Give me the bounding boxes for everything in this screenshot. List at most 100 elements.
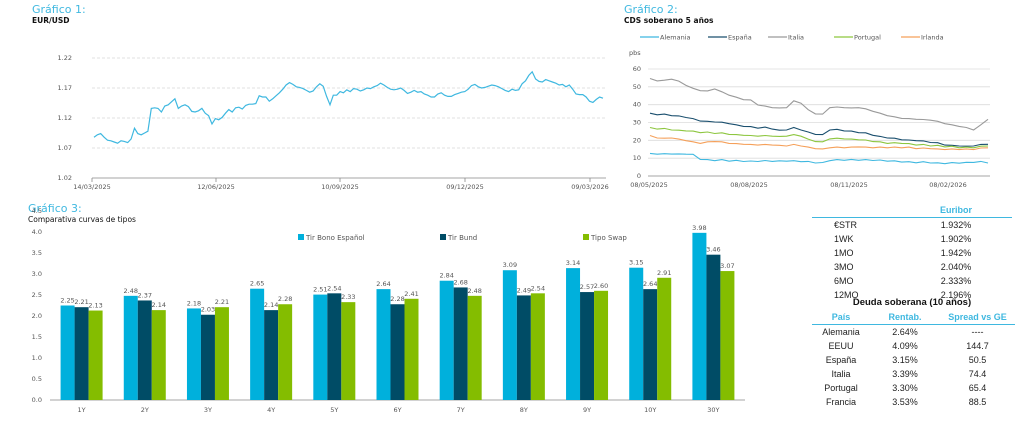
bar-value-label: 2.18 [187,299,201,307]
bar-3Y-0 [186,308,201,400]
euribor-row: €STR 1.932% [812,218,1012,233]
y-tick-label: 1.22 [58,54,72,62]
bar-value-label: 2.13 [88,302,102,310]
cds-series-italia [649,77,989,131]
bar-1Y-1 [74,307,89,400]
y-tick-label: 1.02 [58,174,72,182]
x-tick-label: 08/11/2025 [830,181,867,189]
bar-6Y-2 [404,298,419,400]
bar-7Y-2 [467,295,482,400]
deuda-spread: 144.7 [966,341,989,351]
deuda-pais: Francia [825,397,856,407]
deuda-title: Deuda soberana (10 años) [852,297,972,308]
bar-value-label: 2.41 [404,290,418,298]
x-tick-label: 12/06/2025 [197,183,234,191]
euribor-table: Euribor €STR 1.932% 1WK 1.902% 1MO 1.942% 3MO 2… [812,203,1012,302]
x-tick-label: 30Y [707,406,719,414]
deuda-rentab: 3.39% [892,369,918,379]
deuda-rentab: 3.15% [892,355,918,365]
bar-value-label: 2.14 [264,301,278,309]
deuda-rentab: 4.09% [892,341,918,351]
chart2-label: Gráfico 2: [624,3,678,16]
bar-6Y-0 [376,289,391,400]
euribor-value: 2.196% [940,290,972,300]
bar-9Y-1 [580,292,595,400]
euribor-header-blank [812,203,880,218]
y-tick-label: 2.0 [32,312,42,320]
y-tick-label: 60 [633,65,641,73]
y-tick-label: 1.0 [32,354,42,362]
euribor-row: 12MO 2.196% [812,288,1012,302]
bar-8Y-2 [530,293,545,400]
bar-value-label: 2.57 [580,283,594,291]
bar-10Y-2 [657,277,672,400]
deuda-table: País Rentab. Spread vs GE Alemania 2.64% -… [812,310,1015,409]
y-tick-label: 1.12 [58,114,72,122]
legend-label-irlanda: Irlanda [921,34,944,42]
x-tick-label: 08/08/2025 [730,181,767,189]
bar-value-label: 2.33 [341,293,355,301]
bar-value-label: 3.14 [566,259,580,267]
bar-value-label: 2.68 [453,278,467,286]
deuda-pais: España [825,355,857,365]
legend-label-italia: Italia [788,34,804,42]
x-tick-label: 6Y [393,406,401,414]
bar-value-label: 2.28 [390,295,404,303]
chart2-title: CDS soberano 5 años [624,16,714,25]
chart3-label: Gráfico 3: [28,202,82,215]
euribor-header: Euribor [880,203,1012,218]
bar-value-label: 3.98 [692,224,706,232]
bar-10Y-1 [643,289,658,400]
legend-swatch [440,234,446,240]
y-tick-label: 2.5 [32,291,42,299]
bar-value-label: 2.03 [201,306,215,314]
bar-value-label: 2.65 [250,280,264,288]
euribor-term: 6MO [834,276,854,286]
euribor-row: 1MO 1.942% [812,246,1012,260]
bar-4Y-0 [250,288,265,400]
bar-10Y-0 [629,267,644,400]
x-tick-label: 09/03/2026 [571,183,608,191]
deuda-row: EEUU 4.09% 144.7 [812,339,1015,353]
bar-value-label: 2.37 [138,291,152,299]
bar-value-label: 2.60 [594,282,608,290]
y-tick-label: 1.07 [58,144,72,152]
x-tick-label: 14/03/2025 [73,183,110,191]
bar-2Y-0 [123,295,138,400]
euribor-row: 6MO 2.333% [812,274,1012,288]
deuda-pais: Portugal [824,383,858,393]
y-tick-label: 0.5 [32,375,42,383]
legend-label-alemania: Alemania [660,34,690,42]
y-tick-label: 1.5 [32,333,42,341]
bar-value-label: 2.48 [124,287,138,295]
cds-series-portugal [649,126,989,149]
x-tick-label: 8Y [520,406,528,414]
deuda-spread: 74.4 [968,369,987,379]
deuda-rentab: 3.30% [892,383,918,393]
deuda-spread: 88.5 [968,397,987,407]
bar-value-label: 2.91 [657,269,671,277]
chart3-title: Comparativa curvas de tipos [28,215,136,224]
cds-series-alemania [649,152,989,165]
bar-value-label: 3.07 [720,262,734,270]
deuda-rentab: 2.64% [892,327,918,337]
x-tick-label: 3Y [204,406,212,414]
bar-value-label: 2.54 [327,284,341,292]
deuda-pais: Italia [831,369,851,379]
deuda-row: Francia 3.53% 88.5 [812,395,1015,409]
x-tick-label: 1Y [78,406,86,414]
bar-3Y-1 [200,314,215,400]
bar-9Y-0 [566,268,581,400]
y-tick-label: 20 [633,136,641,144]
x-tick-label: 09/12/2025 [446,183,483,191]
euribor-term: €STR [834,220,858,230]
deuda-row: Alemania 2.64% ---- [812,325,1015,340]
deuda-header-rentab: Rentab. [870,310,940,325]
deuda-row: Portugal 3.30% 65.4 [812,381,1015,395]
deuda-header-pais: País [812,310,870,325]
bar-30Y-2 [720,271,735,400]
x-tick-label: 08/05/2025 [630,181,667,189]
y-tick-label: 0 [637,172,641,180]
euribor-row: 3MO 2.040% [812,260,1012,274]
